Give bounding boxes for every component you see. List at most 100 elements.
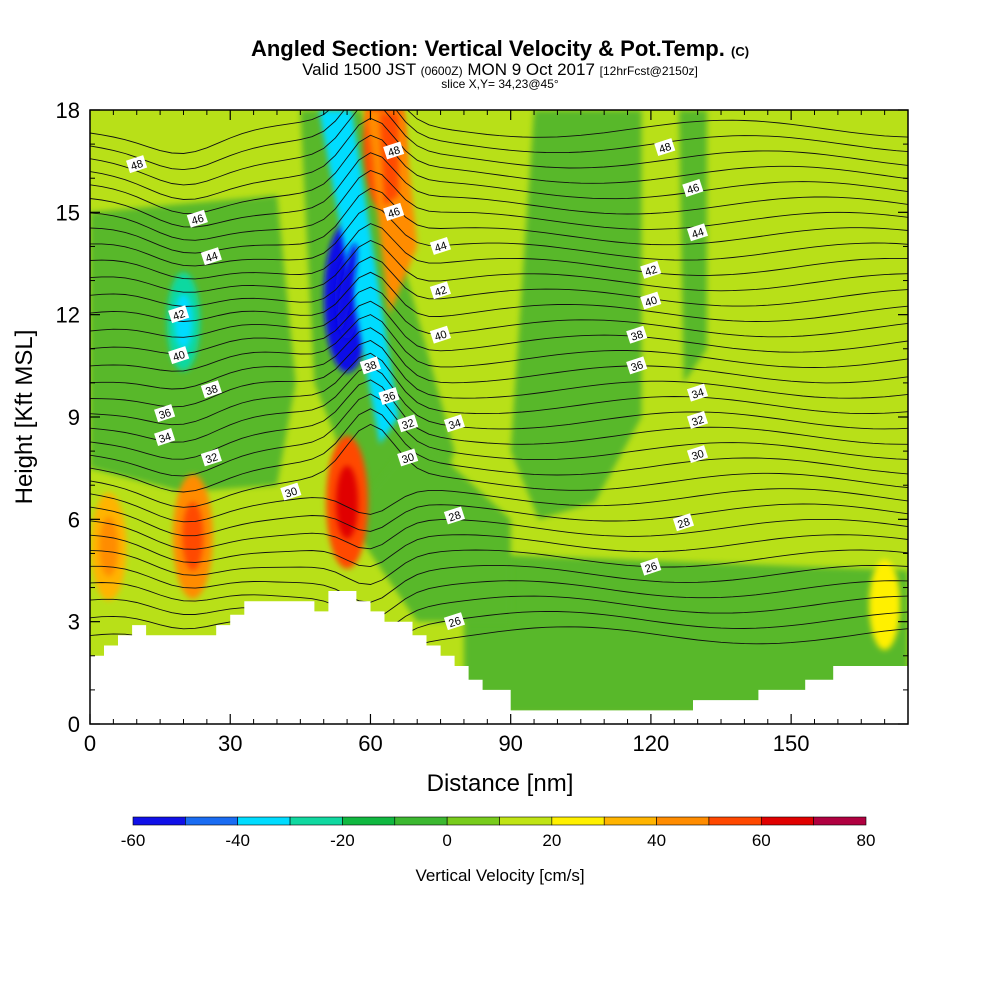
theta-label-bg — [383, 141, 405, 160]
theta-label: 42 — [168, 305, 190, 323]
theta-isoline — [90, 534, 908, 568]
theta-label: 46 — [383, 202, 405, 221]
downdraft-band — [319, 110, 399, 445]
theta-label-text: 36 — [157, 407, 172, 422]
theta-label-text: 36 — [630, 359, 645, 374]
theta-isoline — [90, 170, 908, 241]
theta-label-text: 46 — [686, 182, 701, 197]
colorbar-swatch — [551, 816, 605, 826]
theta-label-text: 40 — [644, 294, 659, 309]
forecast-info: [12hrFcst@2150z] — [599, 64, 698, 78]
colorbar-tick-label: 80 — [857, 831, 876, 850]
theta-label-text: 38 — [630, 328, 645, 343]
theta-label-text: 28 — [447, 509, 462, 524]
theta-isoline — [90, 352, 908, 426]
theta-label: 44 — [429, 237, 451, 255]
theta-isoline — [90, 408, 908, 493]
theta-isoline — [90, 110, 908, 154]
colorbar: -60 -40 -20 0 20 40 60 80 — [121, 816, 876, 850]
theta-label-text: 26 — [644, 560, 659, 575]
theta-isoline — [90, 423, 908, 508]
theta-label: 30 — [397, 448, 419, 467]
theta-label: 36 — [154, 404, 176, 422]
theta-label-bg — [640, 557, 662, 576]
y-tick-label: 0 — [68, 712, 80, 737]
y-tick-label: 18 — [56, 98, 80, 123]
y-tick-label: 9 — [68, 405, 80, 430]
theta-label: 34 — [443, 414, 466, 432]
theta-label-text: 40 — [433, 328, 448, 343]
colorbar-swatch — [342, 816, 396, 826]
theta-label-bg — [686, 223, 709, 242]
theta-label: 38 — [200, 380, 222, 398]
y-tick-label: 6 — [68, 507, 80, 532]
theta-isoline — [90, 379, 908, 460]
theta-isoline — [90, 518, 908, 550]
velocity-cell-core — [182, 502, 204, 571]
theta-isoline — [90, 134, 908, 214]
colorbar-tick-label: 20 — [542, 831, 561, 850]
theta-label-bg — [654, 138, 676, 157]
theta-label: 42 — [640, 260, 662, 279]
theta-label: 46 — [186, 209, 208, 228]
colorbar-tick-label: -40 — [225, 831, 250, 850]
theta-label-bg — [672, 513, 695, 532]
theta-label-text: 38 — [363, 359, 378, 374]
x-tick-label: 60 — [358, 731, 382, 756]
theta-label: 44 — [686, 223, 709, 242]
theta-label-bg — [126, 155, 148, 174]
theta-isoline — [90, 393, 908, 477]
colorbar-swatch — [708, 816, 762, 826]
theta-label-bg — [280, 482, 302, 501]
downdraft-region — [463, 553, 908, 714]
theta-label-bg — [626, 356, 648, 375]
theta-isoline — [90, 271, 908, 322]
x-tick-label: 90 — [498, 731, 522, 756]
theta-isoline — [90, 327, 908, 390]
theta-isoline — [90, 595, 908, 638]
theta-label-bg — [429, 281, 451, 300]
theta-label: 48 — [126, 155, 148, 174]
colorbar-swatch — [289, 816, 343, 826]
theta-label-bg — [429, 325, 451, 344]
colorbar-swatch — [603, 816, 657, 826]
theta-isoline — [90, 152, 908, 228]
theta-label-text: 40 — [171, 349, 186, 364]
colorbar-tick-label: -20 — [330, 831, 355, 850]
downdraft-region — [510, 110, 642, 520]
velocity-cell-core — [99, 516, 119, 577]
theta-label: 38 — [626, 325, 648, 344]
theta-label-text: 48 — [129, 158, 144, 173]
theta-label-text: 26 — [447, 615, 462, 630]
colorbar-tick-label: 0 — [442, 831, 451, 850]
colorbar-swatch — [499, 816, 553, 826]
colorbar-swatch — [446, 816, 500, 826]
theta-label-bg — [383, 202, 405, 221]
valid-time: Valid 1500 JST — [302, 60, 416, 79]
y-axis-label: Height [Kft MSL] — [11, 330, 38, 505]
theta-label-bg — [686, 410, 709, 429]
theta-label-text: 42 — [171, 308, 186, 323]
theta-isoline — [90, 314, 908, 372]
theta-isoline — [90, 205, 908, 267]
theta-isoline — [90, 110, 908, 171]
y-tick-label: 12 — [56, 303, 80, 328]
theta-label-text: 38 — [204, 383, 219, 398]
x-tick-label: 120 — [633, 731, 670, 756]
valid-utc: (0600Z) — [420, 64, 463, 78]
colorbar-tick-label: 60 — [752, 831, 771, 850]
theta-label: 44 — [200, 247, 222, 265]
theta-label: 48 — [654, 138, 676, 157]
theta-label-bg — [397, 448, 419, 467]
valid-date: MON 9 Oct 2017 — [467, 60, 595, 79]
theta-isoline — [90, 503, 908, 537]
theta-isoline — [90, 610, 908, 654]
theta-isoline — [90, 256, 908, 307]
theta-label-bg — [429, 237, 451, 255]
theta-label-text: 28 — [676, 516, 691, 531]
theta-contours — [90, 110, 908, 669]
colorbar-tick-label: -60 — [121, 831, 146, 850]
theta-label: 32 — [397, 414, 419, 432]
theta-label: 30 — [280, 482, 302, 501]
